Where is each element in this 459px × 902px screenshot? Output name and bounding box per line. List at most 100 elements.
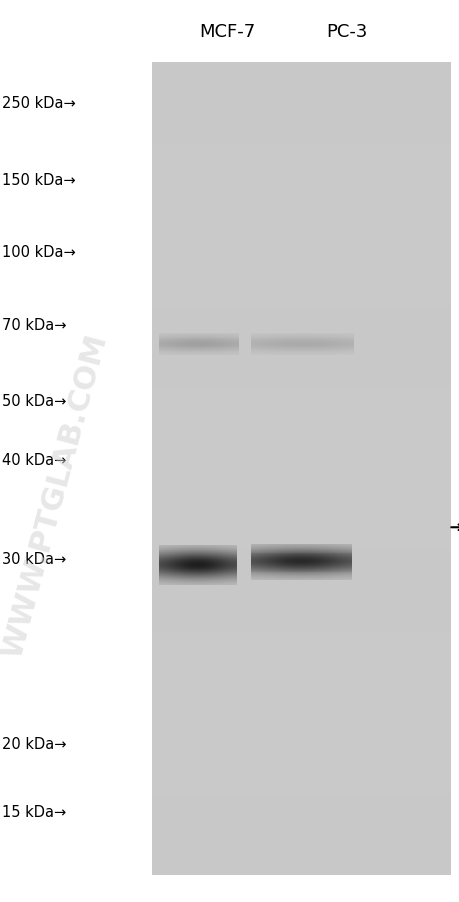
- Bar: [330, 550, 331, 551]
- Bar: [311, 565, 312, 566]
- Bar: [346, 562, 347, 563]
- Bar: [280, 544, 281, 545]
- Bar: [315, 567, 316, 568]
- Bar: [258, 562, 259, 563]
- Bar: [340, 575, 341, 576]
- Bar: [316, 549, 317, 550]
- Bar: [272, 574, 273, 575]
- Bar: [290, 563, 291, 564]
- Bar: [309, 559, 310, 560]
- Bar: [255, 579, 256, 580]
- Bar: [300, 545, 301, 546]
- Bar: [151, 226, 450, 266]
- Bar: [276, 573, 277, 574]
- Bar: [298, 579, 299, 580]
- Bar: [291, 573, 292, 574]
- Bar: [267, 577, 268, 578]
- Bar: [308, 549, 309, 550]
- Bar: [278, 548, 279, 549]
- Bar: [311, 544, 312, 545]
- Bar: [297, 568, 298, 569]
- Bar: [306, 557, 307, 558]
- Bar: [331, 573, 332, 574]
- Bar: [313, 554, 314, 555]
- Bar: [270, 571, 271, 572]
- Bar: [268, 556, 269, 557]
- Bar: [265, 571, 266, 572]
- Bar: [313, 571, 314, 572]
- Bar: [329, 557, 330, 558]
- Bar: [272, 550, 273, 551]
- Bar: [333, 556, 334, 557]
- Bar: [337, 560, 338, 561]
- Bar: [349, 579, 350, 580]
- Bar: [332, 574, 333, 575]
- Bar: [310, 567, 311, 568]
- Bar: [347, 545, 348, 546]
- Bar: [334, 575, 335, 576]
- Bar: [267, 555, 268, 556]
- Bar: [302, 574, 303, 575]
- Bar: [327, 576, 328, 577]
- Bar: [339, 552, 340, 553]
- Bar: [276, 579, 277, 580]
- Bar: [286, 566, 287, 567]
- Bar: [309, 560, 310, 561]
- Bar: [287, 579, 288, 580]
- Bar: [280, 574, 281, 575]
- Bar: [313, 559, 314, 560]
- Bar: [274, 566, 275, 567]
- Bar: [151, 63, 450, 104]
- Bar: [269, 547, 270, 548]
- Bar: [335, 555, 336, 556]
- Bar: [328, 561, 329, 562]
- Bar: [254, 563, 255, 564]
- Bar: [346, 570, 347, 571]
- Bar: [287, 559, 288, 560]
- Bar: [346, 559, 347, 560]
- Bar: [274, 574, 275, 575]
- Bar: [262, 550, 263, 551]
- Bar: [315, 579, 316, 580]
- Bar: [258, 568, 259, 569]
- Bar: [319, 568, 320, 569]
- Bar: [294, 574, 295, 575]
- Bar: [317, 551, 318, 552]
- Bar: [296, 548, 297, 549]
- Bar: [309, 571, 310, 572]
- Bar: [289, 567, 290, 568]
- Bar: [304, 557, 305, 558]
- Bar: [284, 575, 285, 576]
- Bar: [347, 561, 348, 562]
- Bar: [312, 572, 313, 573]
- Bar: [292, 554, 293, 555]
- Bar: [335, 547, 336, 548]
- Bar: [312, 561, 313, 562]
- Bar: [291, 571, 292, 572]
- Bar: [350, 550, 351, 551]
- Bar: [347, 578, 348, 579]
- Bar: [294, 551, 295, 552]
- Bar: [313, 548, 314, 549]
- Bar: [298, 565, 299, 566]
- Bar: [311, 573, 312, 574]
- Bar: [277, 563, 278, 564]
- Bar: [335, 573, 336, 574]
- Bar: [348, 565, 349, 566]
- Bar: [272, 570, 273, 571]
- Bar: [347, 574, 348, 575]
- Bar: [338, 559, 339, 560]
- Bar: [301, 571, 302, 572]
- Bar: [282, 559, 283, 560]
- Bar: [336, 549, 337, 550]
- Bar: [274, 576, 275, 577]
- Bar: [349, 575, 350, 576]
- Bar: [274, 548, 275, 549]
- Bar: [309, 548, 310, 549]
- Bar: [328, 579, 329, 580]
- Bar: [317, 563, 318, 564]
- Bar: [337, 549, 338, 550]
- Bar: [347, 575, 348, 576]
- Bar: [315, 548, 316, 549]
- Bar: [273, 579, 274, 580]
